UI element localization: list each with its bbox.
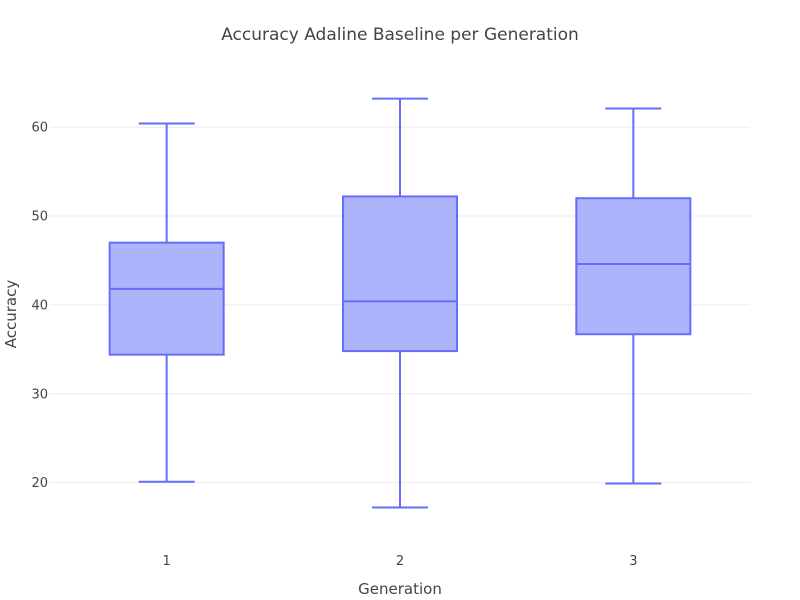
iqr-box xyxy=(342,195,458,353)
x-tick-label: 3 xyxy=(629,554,637,569)
y-tick-label: 50 xyxy=(31,210,48,225)
box-group-3 xyxy=(575,107,692,485)
box-group-1 xyxy=(108,122,225,483)
x-tick-label: 1 xyxy=(163,554,171,569)
y-axis-title: Accuracy xyxy=(2,280,20,349)
iqr-box xyxy=(575,197,692,336)
boxes xyxy=(108,97,692,509)
iqr-box xyxy=(108,241,225,356)
chart-title: Accuracy Adaline Baseline per Generation xyxy=(221,25,579,45)
x-axis-ticks: 1 2 3 xyxy=(163,554,638,569)
y-axis-ticks: 20 30 40 50 60 xyxy=(31,121,48,492)
y-tick-label: 60 xyxy=(31,121,48,136)
y-tick-label: 30 xyxy=(31,387,48,402)
y-tick-label: 40 xyxy=(31,298,48,313)
y-tick-label: 20 xyxy=(31,476,48,491)
x-tick-label: 2 xyxy=(396,554,404,569)
box-group-2 xyxy=(342,97,458,509)
x-axis-title: Generation xyxy=(358,580,442,598)
